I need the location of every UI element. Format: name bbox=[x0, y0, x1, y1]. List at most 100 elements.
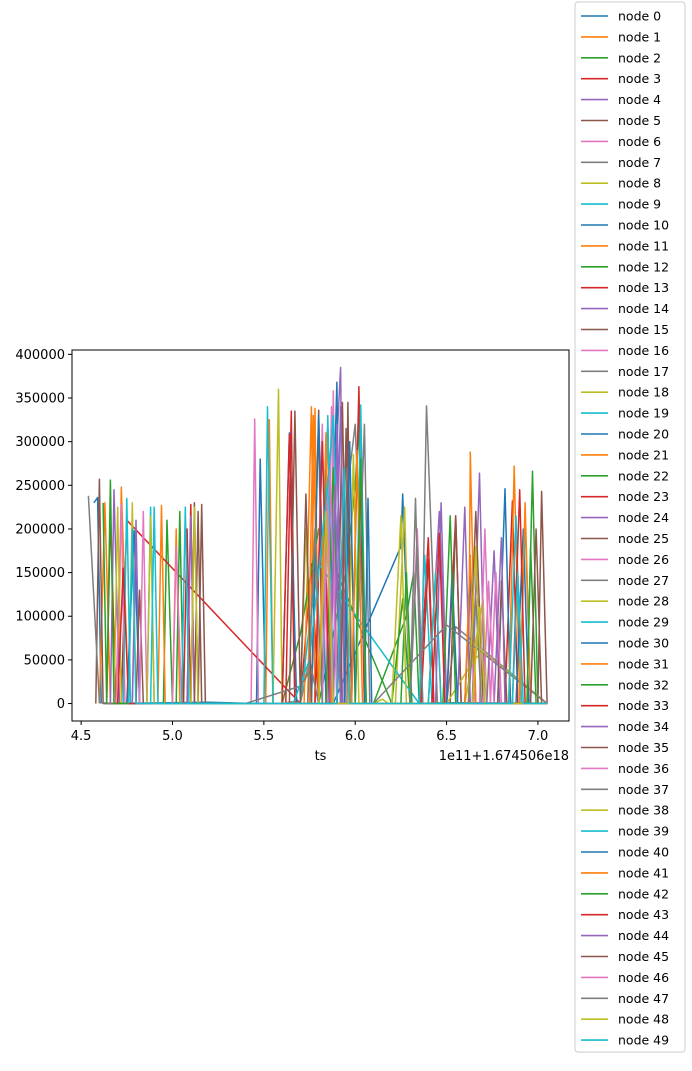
legend-entry: node 4 bbox=[581, 92, 661, 107]
legend-label: node 3 bbox=[618, 71, 661, 86]
legend-entry: node 38 bbox=[581, 803, 669, 818]
legend-entry: node 41 bbox=[581, 865, 669, 880]
x-tick-label: 5.0 bbox=[162, 729, 183, 744]
legend-label: node 31 bbox=[618, 656, 669, 671]
legend-entry: node 14 bbox=[581, 301, 669, 316]
legend-label: node 46 bbox=[618, 970, 669, 985]
legend-label: node 23 bbox=[618, 489, 669, 504]
legend-label: node 16 bbox=[618, 343, 669, 358]
y-tick-label: 300000 bbox=[15, 435, 65, 450]
legend-label: node 2 bbox=[618, 50, 661, 65]
legend-entry: node 22 bbox=[581, 468, 669, 483]
legend-label: node 6 bbox=[618, 134, 661, 149]
legend-entry: node 29 bbox=[581, 615, 669, 630]
legend-label: node 24 bbox=[618, 510, 669, 525]
legend-entry: node 13 bbox=[581, 280, 669, 295]
legend-entry: node 3 bbox=[581, 71, 661, 86]
legend-label: node 22 bbox=[618, 468, 669, 483]
legend-label: node 40 bbox=[618, 845, 669, 860]
x-tick-label: 4.5 bbox=[71, 729, 92, 744]
legend-label: node 43 bbox=[618, 907, 669, 922]
y-tick-label: 350000 bbox=[15, 392, 65, 407]
legend-label: node 44 bbox=[618, 928, 669, 943]
legend-entry: node 37 bbox=[581, 782, 669, 797]
legend-entry: node 15 bbox=[581, 322, 669, 337]
y-tick-label: 200000 bbox=[15, 522, 65, 537]
legend-entry: node 5 bbox=[581, 113, 661, 128]
legend-entry: node 12 bbox=[581, 259, 669, 274]
legend-entry: node 7 bbox=[581, 155, 661, 170]
legend-label: node 8 bbox=[618, 176, 661, 191]
legend-entry: node 35 bbox=[581, 740, 669, 755]
legend-label: node 48 bbox=[618, 1012, 669, 1027]
legend-entry: node 26 bbox=[581, 552, 669, 567]
legend-entry: node 18 bbox=[581, 385, 669, 400]
legend-label: node 12 bbox=[618, 259, 669, 274]
legend-entry: node 16 bbox=[581, 343, 669, 358]
legend-entry: node 40 bbox=[581, 845, 669, 860]
x-axis-label: ts bbox=[315, 749, 327, 764]
legend-label: node 5 bbox=[618, 113, 661, 128]
legend-label: node 41 bbox=[618, 865, 669, 880]
legend-label: node 35 bbox=[618, 740, 669, 755]
legend-entry: node 23 bbox=[581, 489, 669, 504]
legend-entry: node 49 bbox=[581, 1033, 669, 1048]
legend-entry: node 48 bbox=[581, 1012, 669, 1027]
legend-entry: node 39 bbox=[581, 824, 669, 839]
legend-entry: node 24 bbox=[581, 510, 669, 525]
legend-entry: node 19 bbox=[581, 406, 669, 421]
y-axis-ticks: 0 50000 100000 150000 200000 250000 300000 3500… bbox=[15, 348, 72, 712]
x-tick-label: 7.0 bbox=[528, 729, 549, 744]
legend-entry: node 8 bbox=[581, 176, 661, 191]
legend-label: node 1 bbox=[618, 29, 661, 44]
legend: node 0 node 1 node 2 node 3 node 4 node 5 node… bbox=[574, 1, 686, 1053]
legend-entry: node 32 bbox=[581, 677, 669, 692]
legend-label: node 4 bbox=[618, 92, 661, 107]
legend-label: node 19 bbox=[618, 406, 669, 421]
legend-entry: node 46 bbox=[581, 970, 669, 985]
legend-label: node 36 bbox=[618, 761, 669, 776]
legend-label: node 17 bbox=[618, 364, 669, 379]
legend-entry: node 28 bbox=[581, 594, 669, 609]
legend-label: node 38 bbox=[618, 803, 669, 818]
legend-entry: node 2 bbox=[581, 50, 661, 65]
y-tick-label: 250000 bbox=[15, 479, 65, 494]
legend-label: node 39 bbox=[618, 824, 669, 839]
legend-label: node 20 bbox=[618, 427, 669, 442]
y-tick-label: 100000 bbox=[15, 610, 65, 625]
legend-label: node 9 bbox=[618, 197, 661, 212]
legend-label: node 27 bbox=[618, 573, 669, 588]
legend-label: node 26 bbox=[618, 552, 669, 567]
x-tick-label: 6.0 bbox=[345, 729, 366, 744]
legend-entry: node 47 bbox=[581, 991, 669, 1006]
legend-label: node 7 bbox=[618, 155, 661, 170]
series-layer bbox=[87, 366, 548, 705]
x-axis-ticks: 4.5 5.0 5.5 6.0 6.5 7.0 bbox=[71, 721, 548, 744]
axes-frame bbox=[71, 349, 570, 722]
legend-entry: node 6 bbox=[581, 134, 661, 149]
legend-entry: node 34 bbox=[581, 719, 669, 734]
legend-entry: node 33 bbox=[581, 698, 669, 713]
legend-label: node 49 bbox=[618, 1033, 669, 1048]
legend-label: node 29 bbox=[618, 615, 669, 630]
legend-label: node 18 bbox=[618, 385, 669, 400]
legend-entry: node 21 bbox=[581, 447, 669, 462]
legend-label: node 28 bbox=[618, 594, 669, 609]
plot-area: 4.5 5.0 5.5 6.0 6.5 7.0 0 50000 100000 150000 200… bbox=[15, 348, 570, 764]
legend-label: node 32 bbox=[618, 677, 669, 692]
legend-label: node 42 bbox=[618, 886, 669, 901]
y-tick-label: 50000 bbox=[24, 653, 65, 668]
legend-entry: node 43 bbox=[581, 907, 669, 922]
series-line-node-49 bbox=[127, 467, 548, 705]
legend-entry: node 17 bbox=[581, 364, 669, 379]
y-tick-label: 150000 bbox=[15, 566, 65, 581]
legend-label: node 33 bbox=[618, 698, 669, 713]
legend-label: node 30 bbox=[618, 636, 669, 651]
legend-label: node 25 bbox=[618, 531, 669, 546]
legend-label: node 13 bbox=[618, 280, 669, 295]
legend-entry: node 11 bbox=[581, 238, 669, 253]
x-axis-offset-text: 1e11+1.674506e18 bbox=[439, 749, 569, 764]
legend-label: node 11 bbox=[618, 238, 669, 253]
legend-label: node 34 bbox=[618, 719, 669, 734]
legend-label: node 47 bbox=[618, 991, 669, 1006]
